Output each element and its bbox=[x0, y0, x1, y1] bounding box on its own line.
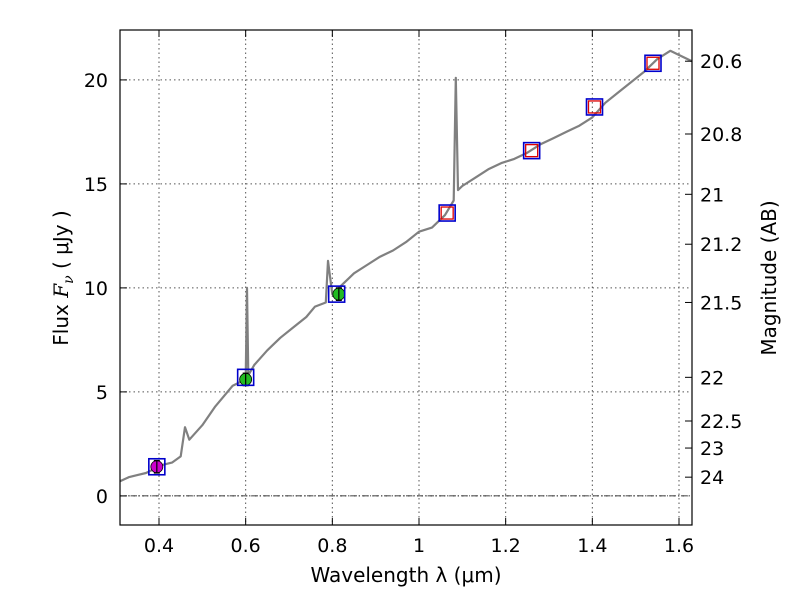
model-flux-square bbox=[327, 285, 346, 303]
x-tick-label: 0.4 bbox=[144, 535, 174, 557]
y-tick-label: 15 bbox=[84, 174, 108, 196]
x-tick-label: 0.6 bbox=[231, 535, 261, 557]
y2-tick-label: 23 bbox=[700, 438, 724, 460]
y2-tick-label: 21 bbox=[700, 184, 724, 206]
y2-tick-label: 24 bbox=[700, 467, 724, 489]
y-tick-label: 10 bbox=[84, 278, 108, 300]
y2-tick-label: 20.8 bbox=[700, 124, 742, 146]
series-group bbox=[119, 49, 693, 483]
tick-labels-group: 0.4 0.6 0.8 1 1.2 1.4 1.6 0 5 10 15 20 20.6 20.8 21 21.… bbox=[84, 51, 743, 557]
model-flux-square bbox=[585, 98, 604, 116]
ticks-group bbox=[120, 30, 692, 525]
y2-tick-label: 21.2 bbox=[700, 234, 742, 256]
y-tick-label: 0 bbox=[96, 486, 108, 508]
x-tick-label: 1.4 bbox=[577, 535, 607, 557]
y2-tick-label: 20.6 bbox=[700, 51, 742, 73]
model-flux-square bbox=[148, 457, 166, 476]
upper-limit-square bbox=[587, 100, 602, 114]
model-flux-square bbox=[522, 141, 541, 160]
plot-frame bbox=[119, 29, 693, 526]
y-axis-label: Flux Fν ( μJy ) bbox=[49, 210, 77, 345]
y2-tick-label: 22 bbox=[700, 367, 724, 389]
model-flux-square bbox=[236, 368, 255, 387]
model-flux-square bbox=[438, 204, 456, 222]
upper-limit-square bbox=[525, 143, 539, 158]
y-tick-label: 5 bbox=[96, 382, 108, 404]
x-tick-label: 1 bbox=[413, 535, 425, 557]
x-tick-label: 1.2 bbox=[491, 535, 521, 557]
y-axis-label-symbol: F bbox=[49, 283, 73, 299]
y2-tick-label: 21.5 bbox=[700, 292, 742, 314]
markers-group bbox=[148, 54, 662, 476]
y-tick-label: 20 bbox=[84, 70, 108, 92]
grid bbox=[120, 30, 692, 525]
y-axis-label-subscript: ν bbox=[61, 275, 77, 284]
model-flux-square bbox=[644, 54, 662, 73]
spectrum-line bbox=[119, 49, 693, 483]
upper-limit-square bbox=[646, 56, 660, 70]
y-axis-label-suffix: ( μJy ) bbox=[49, 210, 73, 275]
y2-tick-label: 22.5 bbox=[700, 411, 742, 433]
x-axis-label: Wavelength λ (μm) bbox=[310, 563, 501, 587]
x-tick-label: 0.8 bbox=[317, 535, 347, 557]
x-tick-label: 1.6 bbox=[664, 535, 694, 557]
y2-axis-label: Magnitude (AB) bbox=[757, 200, 781, 355]
y-axis-label-prefix: Flux bbox=[49, 298, 73, 346]
upper-limit-square bbox=[440, 206, 454, 220]
